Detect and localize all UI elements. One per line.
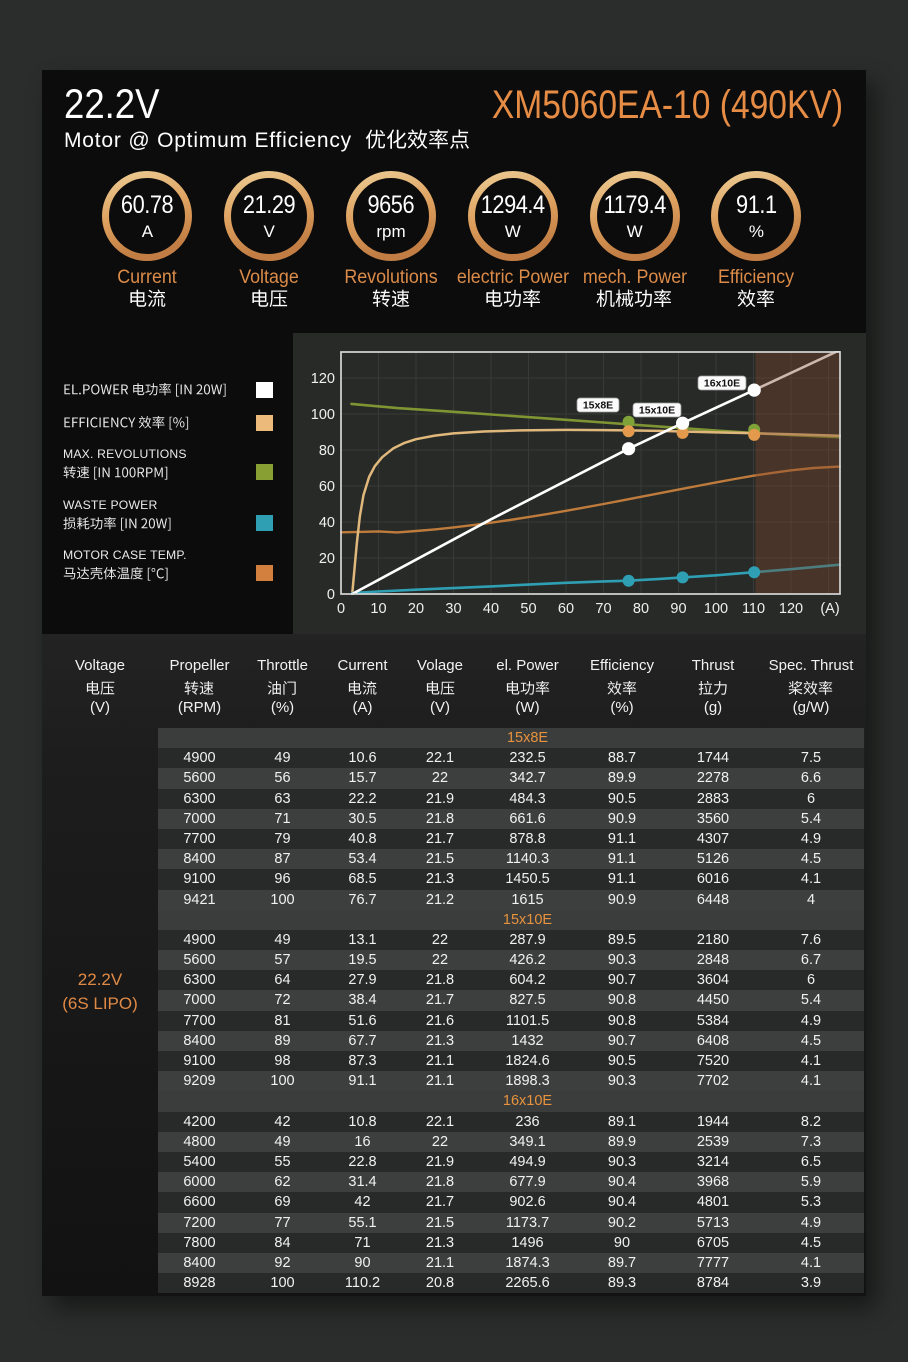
svg-text:110: 110 (742, 601, 765, 617)
svg-text:40: 40 (483, 601, 499, 617)
svg-text:100: 100 (704, 601, 728, 617)
svg-text:0: 0 (337, 601, 345, 617)
svg-text:70: 70 (595, 601, 611, 617)
svg-text:100: 100 (311, 407, 335, 423)
svg-text:120: 120 (311, 371, 335, 387)
svg-text:16x10E: 16x10E (704, 378, 740, 390)
svg-text:30: 30 (445, 601, 461, 617)
svg-text:80: 80 (319, 443, 335, 459)
svg-text:15x8E: 15x8E (583, 400, 613, 412)
svg-text:(A): (A) (820, 601, 839, 617)
svg-text:40: 40 (319, 515, 335, 531)
svg-text:20: 20 (408, 601, 424, 617)
svg-text:50: 50 (520, 601, 536, 617)
svg-text:60: 60 (558, 601, 574, 617)
svg-text:15x10E: 15x10E (639, 405, 675, 417)
svg-text:90: 90 (670, 601, 686, 617)
svg-text:0: 0 (327, 587, 335, 603)
svg-text:120: 120 (779, 601, 803, 617)
svg-text:20: 20 (319, 551, 335, 567)
svg-text:60: 60 (319, 479, 335, 495)
svg-text:10: 10 (370, 601, 386, 617)
svg-text:80: 80 (633, 601, 649, 617)
